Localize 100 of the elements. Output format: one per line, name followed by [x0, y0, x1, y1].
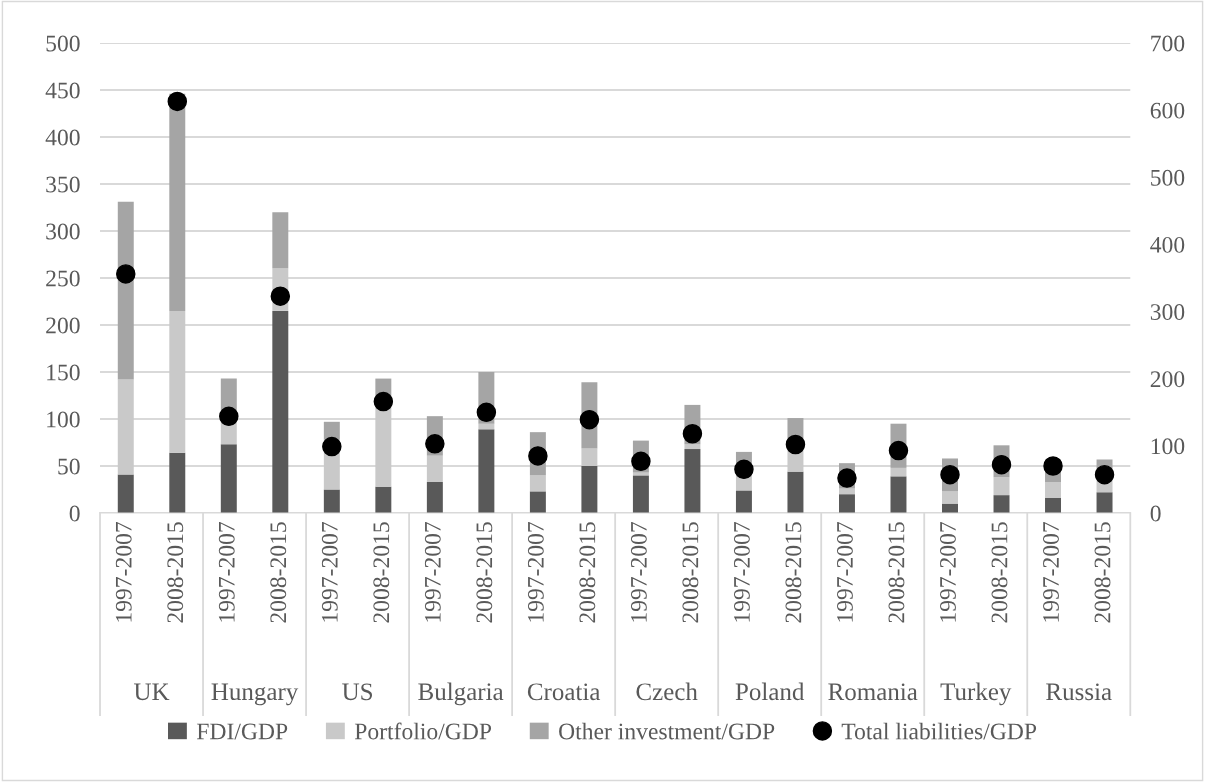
- y-tick-label: 350: [46, 176, 80, 193]
- y2-tick-label: 400: [1150, 236, 1185, 253]
- bar: [169, 310, 186, 453]
- x-tick-label: 2008-2015: [785, 522, 802, 623]
- point: [785, 434, 806, 455]
- point: [219, 406, 239, 427]
- y2-tick-label: 600: [1150, 102, 1185, 119]
- text: UK: [134, 683, 170, 701]
- point: [579, 409, 600, 430]
- bar: [375, 486, 392, 513]
- bar: [117, 201, 134, 380]
- bar: [581, 448, 598, 466]
- bar: [169, 452, 186, 513]
- x-tick-label: 2008-2015: [373, 522, 390, 623]
- point: [116, 264, 136, 284]
- text: US: [342, 683, 373, 701]
- y2-tick-label: 100: [1151, 438, 1185, 455]
- y2-tick-label: 0: [1150, 505, 1161, 522]
- text: Croatia: [527, 683, 601, 701]
- text: Hungary: [211, 683, 299, 706]
- point: [167, 91, 188, 112]
- bar: [890, 476, 907, 513]
- bar: [478, 429, 495, 513]
- x-tick-label: 1997-2007: [424, 522, 441, 622]
- y-tick-label: 300: [46, 223, 80, 240]
- y2-tick-label: 700: [1151, 35, 1185, 52]
- x-tick-label: 2008-2015: [682, 522, 699, 623]
- y-tick-label: 250: [46, 270, 80, 287]
- bar: [684, 444, 701, 450]
- point: [631, 451, 651, 472]
- legend-label: Other investment/GDP: [559, 722, 775, 740]
- text: Bulgaria: [418, 682, 504, 706]
- y-tick-label: 150: [47, 364, 80, 381]
- point: [888, 440, 909, 461]
- text: Russia: [1046, 683, 1112, 701]
- bar: [581, 465, 598, 513]
- x-tick-label: 1997-2007: [733, 522, 750, 622]
- y-tick-label: 200: [46, 317, 80, 334]
- bar: [684, 449, 701, 513]
- x-tick-label: 2008-2015: [888, 522, 905, 623]
- bar: [426, 455, 443, 482]
- bar: [169, 93, 186, 311]
- y2-tick-label: 300: [1150, 304, 1185, 320]
- bar: [838, 494, 855, 513]
- point: [528, 446, 548, 466]
- y-tick-label: 450: [45, 82, 80, 99]
- bar: [272, 310, 289, 513]
- x-tick-label: 2008-2015: [1094, 522, 1111, 623]
- bar: [426, 481, 443, 513]
- legend-label: FDI/GDP: [196, 723, 288, 740]
- bar: [942, 491, 958, 504]
- x-tick-label: 1997-2007: [939, 522, 956, 622]
- x-tick-label: 1997-2007: [218, 522, 235, 622]
- bar: [529, 491, 546, 513]
- y2-tick-label: 500: [1151, 169, 1185, 186]
- x-tick-label: 1997-2007: [836, 522, 853, 622]
- bar: [1096, 492, 1113, 513]
- text: Romania: [828, 683, 918, 701]
- y-tick-label: 500: [46, 35, 80, 52]
- x-tick-label: 1997-2007: [321, 522, 338, 622]
- bar: [220, 444, 237, 513]
- x-tick-label: 2008-2015: [270, 522, 287, 623]
- bar: [117, 379, 134, 475]
- y-tick-label: 50: [58, 458, 80, 475]
- bar: [632, 475, 649, 513]
- point: [734, 459, 754, 480]
- point: [991, 454, 1012, 475]
- y2-tick-label: 200: [1150, 371, 1185, 388]
- bar: [735, 490, 752, 513]
- y-tick-label: 0: [69, 505, 80, 522]
- legend-label: Total liabilities/GDP: [841, 722, 1037, 740]
- x-tick-label: 1997-2007: [115, 522, 132, 622]
- x-tick-label: 2008-2015: [991, 522, 1008, 623]
- point: [476, 402, 497, 423]
- bar: [1045, 497, 1061, 513]
- bar: [272, 212, 289, 269]
- text: Czech: [636, 682, 698, 701]
- point: [1043, 456, 1063, 476]
- point: [837, 468, 857, 488]
- point: [425, 434, 445, 454]
- x-tick-label: 2008-2015: [476, 522, 493, 623]
- point: [682, 424, 703, 444]
- legend-label: Portfolio/GDP: [354, 722, 492, 740]
- bar: [890, 467, 907, 477]
- bar: [1045, 481, 1061, 498]
- bar: [529, 475, 546, 492]
- point: [1094, 464, 1115, 485]
- bar: [323, 489, 340, 513]
- x-tick-label: 1997-2007: [1043, 522, 1059, 622]
- point: [940, 464, 960, 485]
- bar: [787, 471, 804, 513]
- x-tick-label: 2008-2015: [579, 522, 596, 623]
- point: [270, 286, 291, 306]
- bar: [117, 474, 134, 513]
- point: [373, 391, 394, 412]
- y-tick-label: 100: [47, 411, 80, 428]
- bar: [993, 477, 1010, 496]
- x-tick-label: 1997-2007: [527, 522, 544, 622]
- text: Turkey: [940, 682, 1012, 706]
- x-tick-label: 2008-2015: [167, 522, 184, 623]
